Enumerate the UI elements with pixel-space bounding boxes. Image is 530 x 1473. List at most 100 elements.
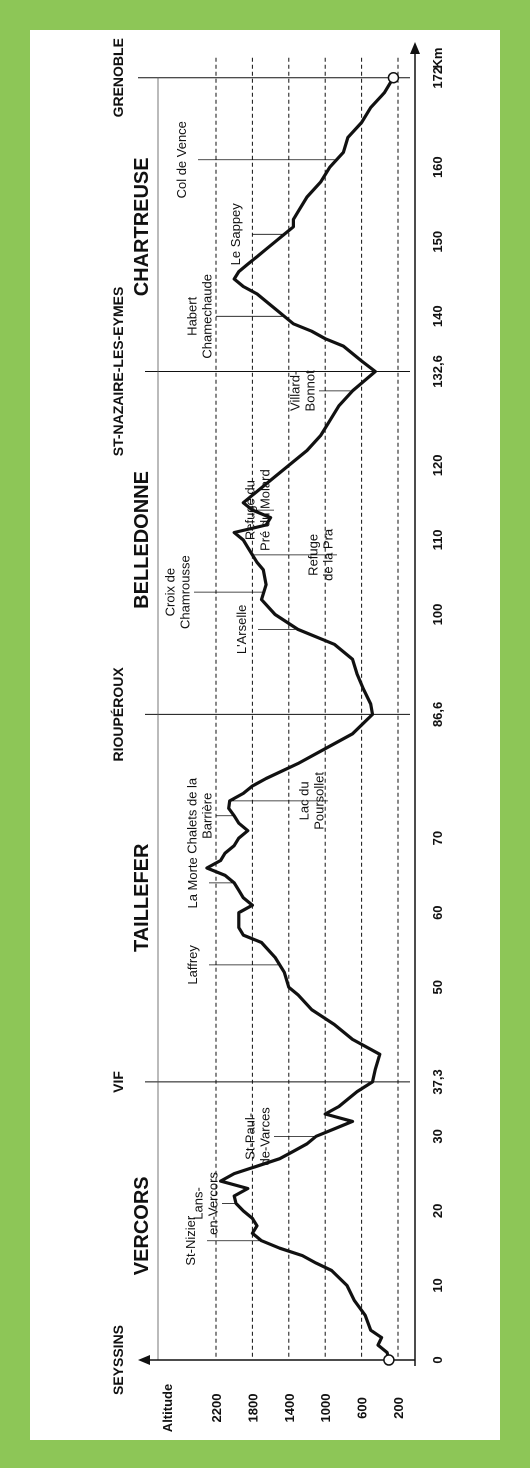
y-axis-arrow	[138, 1355, 150, 1365]
data-point	[247, 546, 249, 549]
data-point	[351, 1038, 354, 1040]
waypoint-annotation: HabertChamechaude	[185, 274, 215, 359]
data-point	[238, 822, 240, 824]
waypoint-annotation: Croix deChamrousse	[163, 555, 193, 629]
data-point	[274, 613, 276, 616]
data-point	[315, 1135, 317, 1137]
data-point	[324, 1113, 326, 1115]
waypoint-annotation: Laffrey	[185, 945, 200, 985]
waypoint-label: ST-NAZAIRE-LES-EYMES	[110, 287, 126, 457]
data-point	[351, 658, 354, 660]
data-point	[353, 1299, 355, 1301]
data-point	[233, 278, 235, 280]
x-axis-arrow	[410, 42, 420, 54]
elevation-line	[205, 76, 395, 1362]
data-point	[333, 1023, 335, 1026]
data-point	[379, 1053, 381, 1055]
data-point	[220, 859, 222, 862]
data-point	[374, 370, 376, 373]
data-point	[256, 1165, 258, 1167]
data-point	[324, 338, 326, 340]
x-tick-label: 20	[430, 1204, 445, 1218]
x-tick-label: 10	[430, 1278, 445, 1292]
data-point	[251, 494, 253, 496]
x-tick-label: 150	[430, 231, 445, 253]
data-point	[301, 1255, 303, 1257]
data-point	[351, 390, 354, 392]
start-marker	[383, 1354, 395, 1366]
data-point	[320, 435, 322, 437]
data-point	[251, 554, 253, 556]
x-tick-label: 140	[430, 305, 445, 327]
data-point	[306, 449, 308, 452]
data-point	[233, 815, 235, 817]
data-point	[342, 151, 344, 153]
data-point	[274, 956, 276, 959]
data-point	[333, 643, 335, 645]
data-point	[364, 1314, 366, 1316]
data-point	[347, 1098, 349, 1100]
data-point	[356, 1091, 358, 1093]
data-point	[265, 584, 267, 586]
data-point	[233, 845, 235, 847]
data-point	[251, 785, 253, 787]
data-point	[247, 1187, 249, 1190]
data-point	[228, 807, 230, 809]
data-point	[279, 1158, 281, 1160]
x-tick-label: 86,6	[430, 702, 445, 727]
data-point	[297, 994, 299, 996]
x-axis-label: Km	[430, 48, 445, 69]
data-point	[381, 1337, 383, 1339]
elevation-series	[205, 71, 400, 1366]
axes	[138, 42, 420, 1366]
waypoint-annotation: Le Sappey	[228, 203, 243, 266]
data-point	[242, 1210, 244, 1212]
data-point	[265, 248, 267, 250]
data-point	[233, 1195, 235, 1197]
y-axis-label: Altitude	[160, 1384, 175, 1432]
waypoint-label: VIF	[110, 1071, 126, 1093]
data-point	[229, 800, 231, 802]
data-point	[242, 285, 244, 288]
data-point	[324, 748, 326, 750]
data-point	[265, 777, 267, 780]
data-point	[371, 713, 374, 716]
data-point	[265, 300, 267, 302]
waypoint-annotation: La Morte	[185, 857, 200, 908]
x-tick-label: 30	[430, 1129, 445, 1143]
data-point	[361, 360, 363, 362]
data-point	[288, 464, 290, 466]
data-point	[362, 688, 364, 690]
stage-dividers	[138, 77, 410, 1360]
data-point	[247, 830, 249, 832]
data-point	[329, 420, 331, 422]
data-point	[356, 673, 358, 675]
data-point	[247, 263, 249, 265]
data-point	[351, 733, 354, 735]
x-tick-label: 60	[430, 905, 445, 919]
data-point	[220, 1180, 222, 1182]
waypoint-annotation: Lans-en-Vercors	[191, 1172, 221, 1235]
data-point	[238, 927, 240, 929]
data-point	[377, 1344, 379, 1346]
data-point	[270, 517, 272, 519]
waypoint-annotation: Chalets de laBarrière	[185, 777, 215, 854]
waypoint-annotation: Villard-Bonnot	[288, 370, 318, 412]
data-point	[351, 1120, 354, 1122]
data-point	[342, 345, 344, 347]
section-title: CHARTREUSE	[131, 157, 153, 296]
data-point	[270, 479, 272, 481]
data-point	[283, 315, 285, 317]
data-point	[283, 971, 285, 973]
data-point	[233, 1173, 235, 1175]
data-point	[329, 166, 331, 168]
y-tick-label: 200	[391, 1397, 406, 1419]
data-point	[260, 1240, 263, 1242]
data-point	[347, 136, 349, 138]
data-point	[370, 703, 372, 705]
x-tick-label: 120	[430, 455, 445, 477]
waypoint-annotation: Col de Vence	[174, 121, 189, 198]
data-point	[279, 1247, 281, 1249]
